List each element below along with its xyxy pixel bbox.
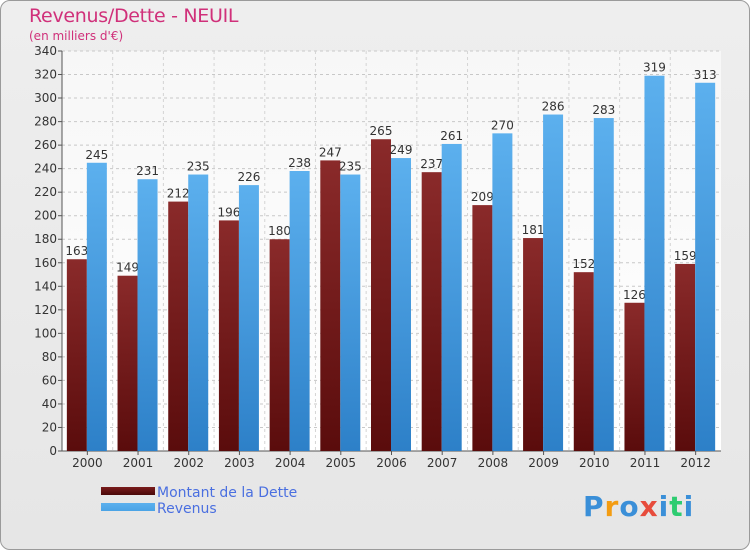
bar-dette — [66, 259, 87, 451]
bar-dette — [117, 275, 138, 451]
bar-revenus — [188, 174, 209, 451]
chart-subtitle: (en milliers d'€) — [29, 29, 124, 43]
bar-dette — [573, 272, 594, 451]
x-tick-label: 2011 — [630, 456, 661, 470]
y-tick-label: 120 — [34, 303, 57, 317]
data-label: 126 — [623, 288, 646, 302]
x-tick-label: 2000 — [72, 456, 103, 470]
bar-revenus — [593, 118, 614, 451]
legend-swatch-revenus — [101, 503, 155, 511]
y-tick-label: 140 — [34, 279, 57, 293]
y-tick-label: 280 — [34, 115, 57, 129]
data-label: 286 — [542, 100, 565, 114]
x-tick-label: 2005 — [326, 456, 357, 470]
bar-revenus — [391, 158, 411, 451]
bar-revenus — [695, 82, 716, 451]
y-tick-label: 60 — [42, 373, 57, 387]
data-label: 159 — [674, 249, 697, 263]
data-label: 181 — [522, 223, 545, 237]
y-tick-label: 180 — [34, 232, 57, 246]
data-label: 212 — [167, 187, 190, 201]
data-label: 238 — [288, 156, 311, 170]
legend-swatch-dette — [101, 487, 155, 495]
data-label: 235 — [339, 160, 362, 174]
y-tick-label: 260 — [34, 138, 57, 152]
data-label: 237 — [420, 157, 443, 171]
y-tick-label: 300 — [34, 91, 57, 105]
data-label: 196 — [217, 205, 240, 219]
data-label: 319 — [643, 61, 666, 75]
bar-revenus — [492, 133, 513, 451]
data-label: 265 — [370, 124, 393, 138]
bar-revenus — [86, 162, 107, 451]
data-label: 149 — [116, 261, 139, 275]
logo-letter: i — [683, 490, 695, 523]
data-label: 313 — [694, 68, 717, 82]
data-label: 209 — [471, 190, 494, 204]
bar-dette — [624, 302, 645, 451]
y-tick-label: 20 — [42, 420, 57, 434]
bar-dette — [269, 239, 290, 451]
logo-letter: r — [604, 490, 620, 523]
data-label: 235 — [187, 160, 210, 174]
logo-letter: i — [658, 490, 670, 523]
data-label: 249 — [390, 143, 413, 157]
logo-letter: x — [639, 490, 659, 523]
bar-dette — [421, 172, 442, 452]
bar-dette — [523, 238, 544, 451]
x-tick-label: 2002 — [173, 456, 204, 470]
bar-revenus — [238, 185, 259, 451]
y-tick-label: 320 — [34, 68, 57, 82]
bar-dette — [675, 263, 696, 451]
data-label: 163 — [65, 244, 88, 258]
x-tick-label: 2007 — [427, 456, 458, 470]
logo-letter: P — [583, 490, 605, 523]
chart-title: Revenus/Dette - NEUIL — [29, 5, 239, 27]
x-tick-label: 2006 — [376, 456, 407, 470]
y-tick-label: 240 — [34, 162, 57, 176]
logo-letter: t — [669, 490, 684, 523]
bar-dette — [168, 201, 189, 451]
bar-revenus — [137, 179, 158, 451]
bar-revenus — [441, 143, 462, 452]
data-label: 245 — [85, 148, 108, 162]
y-tick-label: 80 — [42, 350, 57, 364]
data-label: 180 — [268, 224, 291, 238]
bar-dette — [371, 139, 391, 451]
x-tick-label: 2004 — [275, 456, 306, 470]
y-tick-label: 0 — [49, 444, 57, 458]
x-tick-label: 2010 — [579, 456, 610, 470]
data-label: 152 — [572, 257, 595, 271]
x-tick-label: 2012 — [680, 456, 711, 470]
x-tick-label: 2008 — [478, 456, 509, 470]
bar-dette — [218, 220, 239, 451]
data-label: 261 — [440, 129, 463, 143]
bar-revenus — [543, 114, 564, 451]
y-tick-label: 160 — [34, 256, 57, 270]
x-tick-label: 2009 — [528, 456, 559, 470]
proxiti-logo: Proxiti — [583, 490, 694, 523]
data-label: 247 — [319, 145, 342, 159]
bar-revenus — [289, 171, 310, 451]
bar-dette — [320, 160, 341, 452]
legend-label-revenus: Revenus — [157, 501, 217, 517]
data-label: 270 — [491, 118, 514, 132]
y-tick-label: 40 — [42, 397, 57, 411]
y-tick-label: 200 — [34, 209, 57, 223]
y-tick-label: 100 — [34, 326, 57, 340]
logo-letter: o — [619, 490, 640, 523]
y-tick-label: 340 — [34, 44, 57, 58]
y-tick-label: 220 — [34, 185, 57, 199]
legend-label-dette: Montant de la Dette — [157, 485, 298, 501]
bar-revenus — [340, 174, 361, 451]
x-tick-label: 2003 — [224, 456, 255, 470]
bar-dette — [472, 205, 493, 451]
x-tick-label: 2001 — [123, 456, 154, 470]
data-label: 283 — [592, 103, 615, 117]
data-label: 231 — [136, 164, 159, 178]
data-label: 226 — [237, 170, 260, 184]
bar-revenus — [644, 75, 665, 452]
